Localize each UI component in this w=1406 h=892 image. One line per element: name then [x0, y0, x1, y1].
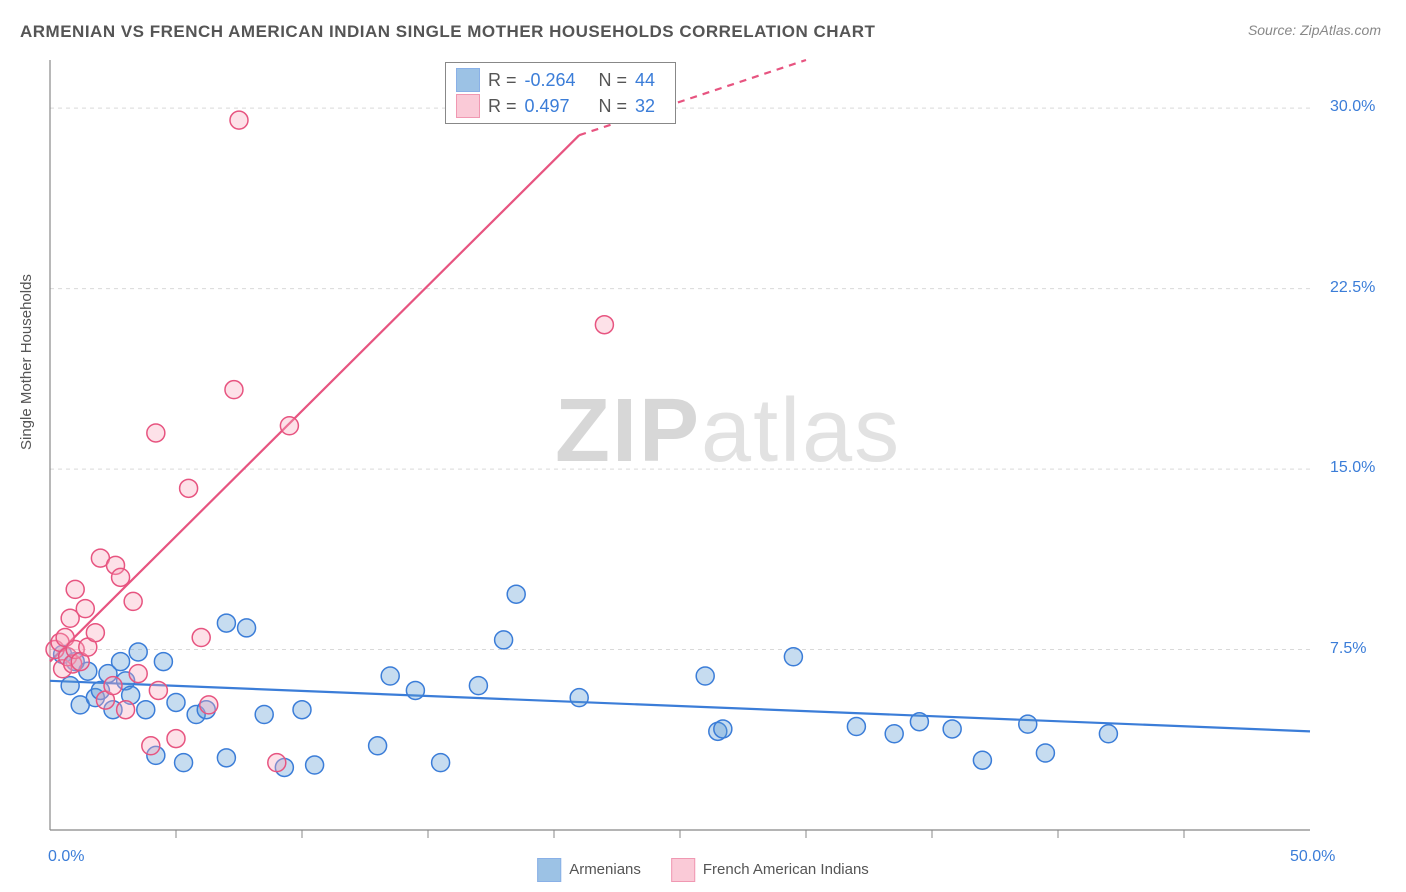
data-point-french_american_indians: [104, 677, 122, 695]
r-value-french_american_indians: 0.497: [525, 96, 585, 117]
data-point-armenians: [943, 720, 961, 738]
data-point-armenians: [910, 713, 928, 731]
data-point-french_american_indians: [230, 111, 248, 129]
stats-swatch-french_american_indians: [456, 94, 480, 118]
data-point-armenians: [293, 701, 311, 719]
data-point-armenians: [847, 718, 865, 736]
data-point-french_american_indians: [225, 381, 243, 399]
legend-swatch-armenians: [537, 858, 561, 882]
data-point-french_american_indians: [268, 754, 286, 772]
legend-bottom: Armenians French American Indians: [537, 858, 869, 882]
data-point-armenians: [495, 631, 513, 649]
data-point-french_american_indians: [149, 681, 167, 699]
data-point-armenians: [1099, 725, 1117, 743]
stats-swatch-armenians: [456, 68, 480, 92]
n-label: N =: [599, 70, 628, 91]
data-point-french_american_indians: [280, 417, 298, 435]
data-point-armenians: [61, 677, 79, 695]
r-label: R =: [488, 96, 517, 117]
data-point-armenians: [175, 754, 193, 772]
data-point-french_american_indians: [167, 730, 185, 748]
x-min-label: 0.0%: [48, 848, 84, 866]
data-point-armenians: [129, 643, 147, 661]
data-point-armenians: [381, 667, 399, 685]
data-point-french_american_indians: [86, 624, 104, 642]
x-max-label: 50.0%: [1290, 848, 1335, 866]
stats-row-french_american_indians: R = 0.497 N = 32: [456, 93, 665, 119]
data-point-armenians: [1036, 744, 1054, 762]
data-point-armenians: [154, 653, 172, 671]
data-point-armenians: [1019, 715, 1037, 733]
y-tick-label: 22.5%: [1330, 279, 1375, 297]
data-point-armenians: [885, 725, 903, 743]
legend-item-french_american_indians: French American Indians: [671, 858, 869, 882]
data-point-french_american_indians: [124, 592, 142, 610]
scatter-chart: [0, 0, 1406, 892]
n-label: N =: [599, 96, 628, 117]
data-point-armenians: [406, 681, 424, 699]
data-point-french_american_indians: [147, 424, 165, 442]
data-point-french_american_indians: [66, 580, 84, 598]
data-point-armenians: [432, 754, 450, 772]
legend-item-armenians: Armenians: [537, 858, 641, 882]
data-point-french_american_indians: [595, 316, 613, 334]
r-label: R =: [488, 70, 517, 91]
data-point-armenians: [714, 720, 732, 738]
legend-label-armenians: Armenians: [569, 861, 641, 878]
data-point-armenians: [112, 653, 130, 671]
data-point-french_american_indians: [112, 568, 130, 586]
y-tick-label: 30.0%: [1330, 98, 1375, 116]
data-point-french_american_indians: [129, 665, 147, 683]
data-point-armenians: [217, 614, 235, 632]
data-point-armenians: [973, 751, 991, 769]
data-point-french_american_indians: [180, 479, 198, 497]
r-value-armenians: -0.264: [525, 70, 585, 91]
trend-line-armenians: [50, 681, 1310, 732]
data-point-armenians: [306, 756, 324, 774]
data-point-armenians: [469, 677, 487, 695]
data-point-french_american_indians: [76, 600, 94, 618]
n-value-armenians: 44: [635, 70, 665, 91]
data-point-armenians: [570, 689, 588, 707]
data-point-french_american_indians: [142, 737, 160, 755]
data-point-armenians: [696, 667, 714, 685]
y-tick-label: 15.0%: [1330, 459, 1375, 477]
legend-label-french_american_indians: French American Indians: [703, 861, 869, 878]
data-point-armenians: [255, 706, 273, 724]
data-point-armenians: [167, 693, 185, 711]
data-point-armenians: [369, 737, 387, 755]
trend-line-french_american_indians: [50, 135, 579, 661]
data-point-french_american_indians: [117, 701, 135, 719]
legend-swatch-french_american_indians: [671, 858, 695, 882]
data-point-armenians: [217, 749, 235, 767]
data-point-armenians: [507, 585, 525, 603]
stats-row-armenians: R = -0.264 N = 44: [456, 67, 665, 93]
correlation-stats-box: R = -0.264 N = 44 R = 0.497 N = 32: [445, 62, 676, 124]
data-point-french_american_indians: [192, 629, 210, 647]
y-tick-label: 7.5%: [1330, 640, 1366, 658]
data-point-armenians: [137, 701, 155, 719]
n-value-french_american_indians: 32: [635, 96, 665, 117]
data-point-french_american_indians: [200, 696, 218, 714]
data-point-armenians: [784, 648, 802, 666]
data-point-armenians: [238, 619, 256, 637]
